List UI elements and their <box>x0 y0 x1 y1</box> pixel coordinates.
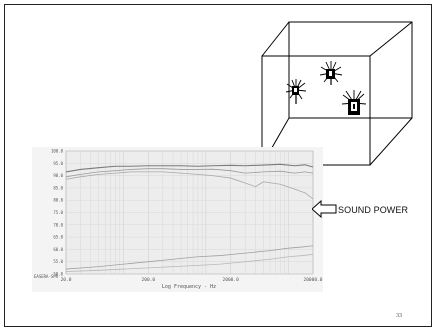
y-tick-label: 70.0 <box>53 222 63 227</box>
series-line <box>65 245 314 270</box>
loudspeaker-icon <box>319 61 343 85</box>
series-line <box>65 253 314 272</box>
sound-power-arrow <box>312 200 337 218</box>
chart-grid <box>65 150 314 275</box>
frequency-response-chart: 100.0 95.0 90.0 85.0 80.0 75.0 70.0 65.0 60.0 55.… <box>32 147 323 292</box>
loudspeaker-icon <box>341 90 367 115</box>
y-tick-label: 90.0 <box>53 173 63 178</box>
y-axis: 100.0 95.0 90.0 85.0 80.0 75.0 70.0 65.0 60.0 55.… <box>51 149 64 277</box>
x-axis: 20.0 200.0 2000.0 20000.0 <box>61 277 323 283</box>
arrow-left-icon <box>312 200 337 218</box>
room-edge <box>261 21 290 57</box>
room-box <box>261 21 413 166</box>
y-tick-label: 75.0 <box>53 210 63 215</box>
y-tick-label: 95.0 <box>53 161 63 166</box>
y-tick-label: 100.0 <box>51 149 64 154</box>
room-edge <box>369 117 413 166</box>
x-axis-title: Log Frequency - Hz <box>162 284 216 290</box>
x-tick-label: 20000.0 <box>304 277 323 283</box>
y-tick-label: 80.0 <box>53 198 63 203</box>
x-tick-label: 200.0 <box>142 277 156 283</box>
series-line <box>65 171 314 200</box>
sound-power-label: SOUND POWER <box>338 205 409 215</box>
page-number: 33 <box>396 313 402 319</box>
loudspeaker-icon <box>285 79 307 104</box>
y-tick-label: 55.0 <box>53 259 63 264</box>
series-line <box>65 168 314 178</box>
series-line <box>65 163 314 173</box>
y-axis-bottom-label: EASERA-SPR <box>34 274 59 279</box>
series-group <box>65 163 314 272</box>
room-edge <box>369 21 413 57</box>
x-tick-label: 20.0 <box>61 277 72 283</box>
y-tick-label: 50.0 <box>53 272 63 277</box>
y-tick-label: 65.0 <box>53 235 63 240</box>
y-tick-label: 60.0 <box>53 247 63 252</box>
x-tick-label: 2000.0 <box>223 277 240 283</box>
y-tick-label: 85.0 <box>53 185 63 190</box>
